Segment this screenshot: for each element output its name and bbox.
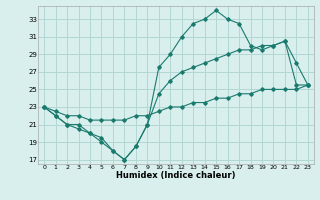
- X-axis label: Humidex (Indice chaleur): Humidex (Indice chaleur): [116, 171, 236, 180]
